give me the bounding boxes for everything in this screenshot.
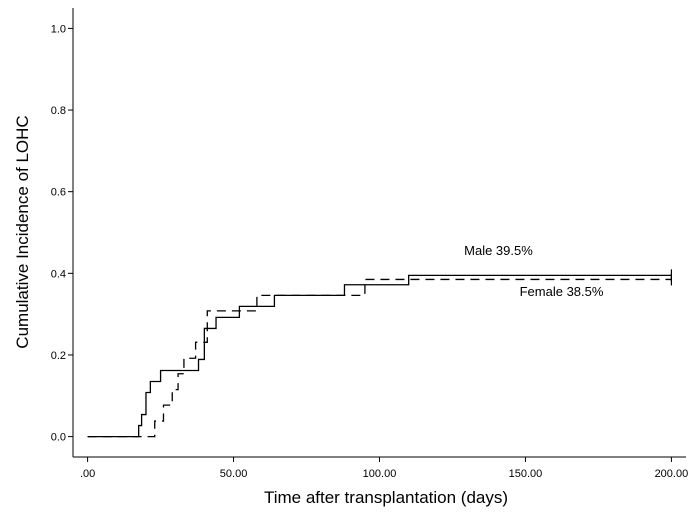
y-tick-label: 0.2 xyxy=(51,350,66,362)
labels-group: Male 39.5% Female 38.5% xyxy=(464,243,604,299)
x-axis-title: Time after transplantation (days) xyxy=(264,488,508,507)
y-tick-label: 0.6 xyxy=(51,187,66,199)
x-tick-label: 50.00 xyxy=(220,468,248,480)
y-axis-title: Cumulative Incidence of LOHC xyxy=(13,115,32,348)
annotation-male: Male 39.5% xyxy=(464,243,533,258)
x-tick-label: .00 xyxy=(80,468,95,480)
x-tick-label: 200.00 xyxy=(655,468,689,480)
series-line-male xyxy=(87,274,672,438)
y-tick-label: 0.4 xyxy=(51,268,66,280)
annotation-female: Female 38.5% xyxy=(520,284,604,299)
y-tick-label: 1.0 xyxy=(51,23,66,35)
y-tick-label: 0.0 xyxy=(51,432,66,444)
series-line-female xyxy=(87,278,672,438)
x-tick-label: 100.00 xyxy=(363,468,397,480)
series-group xyxy=(87,269,673,438)
x-tick-label: 150.00 xyxy=(509,468,543,480)
y-tick-label: 0.8 xyxy=(51,105,66,117)
axes: .00 50.00 100.00 150.00 200.00 0.0 0.2 0.4 0.6 0.… xyxy=(51,8,689,480)
